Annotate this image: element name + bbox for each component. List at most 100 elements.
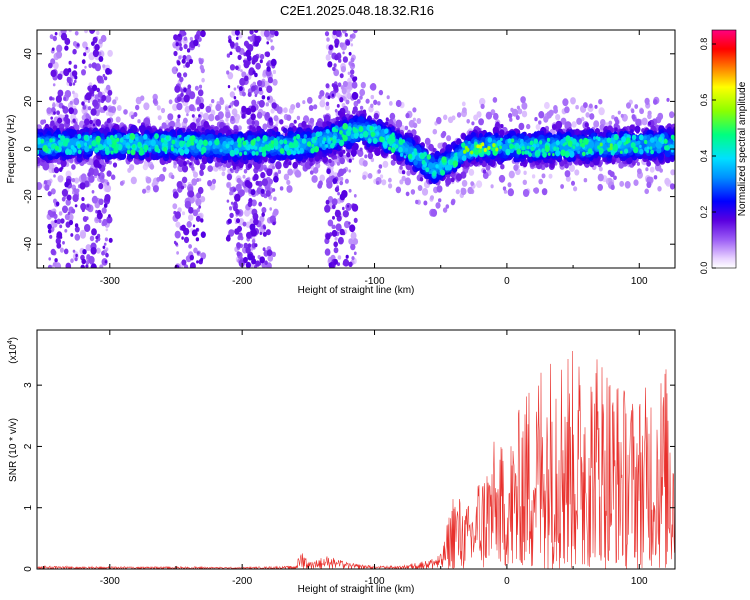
- heatmap-cell: [647, 121, 652, 126]
- heatmap-cell: [181, 236, 184, 240]
- heatmap-cell: [137, 119, 141, 124]
- heatmap-cell: [319, 90, 325, 97]
- heatmap-cell: [343, 154, 347, 159]
- heatmap-cell: [74, 257, 78, 262]
- heatmap-cell: [176, 118, 181, 123]
- heatmap-cell: [325, 104, 330, 111]
- heatmap-cell: [55, 201, 60, 207]
- heatmap-cell: [70, 233, 74, 237]
- heatmap-cell: [195, 200, 199, 204]
- heatmap-cell: [313, 104, 318, 110]
- heatmap-cell: [246, 55, 252, 62]
- heatmap-cell: [181, 211, 186, 216]
- heatmap-cell: [378, 164, 383, 169]
- heatmap-cell: [58, 211, 63, 216]
- heatmap-cell: [466, 119, 471, 124]
- heatmap-cell: [646, 181, 652, 188]
- heatmap-cell: [181, 259, 187, 266]
- heatmap-cell: [255, 180, 260, 186]
- heatmap-cell: [353, 251, 357, 256]
- heatmap-cell: [533, 187, 540, 194]
- heatmap-cell: [96, 30, 100, 36]
- heatmap-cell: [95, 247, 101, 254]
- heatmap-cell: [535, 124, 541, 130]
- heatmap-cell: [91, 62, 97, 69]
- heatmap-cell: [188, 190, 195, 198]
- heatmap-cell: [234, 193, 241, 202]
- heatmap-cell: [188, 214, 194, 222]
- heatmap-cell: [327, 61, 333, 68]
- heatmap-cell: [522, 189, 530, 197]
- heatmap-cell: [82, 216, 88, 222]
- heatmap-cell: [44, 184, 50, 191]
- heatmap-cell: [205, 105, 212, 113]
- heatmap-cell: [75, 253, 78, 258]
- heatmap-cell: [475, 157, 480, 163]
- heatmap-cell: [404, 125, 409, 131]
- heatmap-cell: [333, 63, 337, 68]
- heatmap-cell: [74, 177, 80, 184]
- heatmap-cell: [490, 184, 494, 189]
- heatmap-cell: [346, 151, 351, 158]
- heatmap-cell: [70, 258, 74, 264]
- heatmap-cell: [389, 112, 396, 120]
- heatmap-cell: [47, 223, 52, 230]
- heatmap-cell: [436, 116, 442, 125]
- heatmap-cell: [225, 111, 231, 119]
- heatmap-cell: [342, 210, 349, 218]
- heatmap-cell: [430, 195, 434, 201]
- heatmap-cell: [412, 117, 416, 122]
- heatmap-cell: [349, 224, 356, 233]
- heatmap-cell: [495, 121, 500, 127]
- heatmap-cell: [221, 171, 226, 177]
- heatmap-cell: [254, 243, 258, 248]
- heatmap-cell: [95, 239, 98, 243]
- heatmap-cell: [244, 179, 251, 188]
- heatmap-cell: [645, 167, 649, 172]
- heatmap-cell: [339, 42, 344, 48]
- heatmap-cell: [66, 76, 72, 84]
- heatmap-cell: [277, 169, 282, 174]
- heatmap-cell: [103, 105, 108, 111]
- heatmap-cell: [568, 164, 576, 173]
- heatmap-cell: [200, 164, 205, 171]
- heatmap-cell: [348, 238, 354, 245]
- heatmap-cell: [188, 206, 194, 214]
- heatmap-cell: [664, 177, 671, 185]
- heatmap-cell: [173, 34, 178, 41]
- heatmap-cell: [102, 64, 106, 68]
- heatmap-cell: [97, 173, 101, 177]
- heatmap-cell: [571, 121, 577, 128]
- heatmap-cell: [196, 118, 200, 123]
- heatmap-cell: [339, 97, 344, 103]
- heatmap-cell: [130, 176, 137, 185]
- heatmap-cell: [324, 31, 330, 37]
- heatmap-cell: [350, 231, 357, 240]
- heatmap-cell: [142, 188, 147, 194]
- heatmap-cell: [42, 119, 47, 124]
- heatmap-cell: [202, 112, 210, 121]
- heatmap-cell: [227, 218, 232, 224]
- heatmap-cell: [61, 188, 68, 197]
- heatmap-cell: [251, 85, 256, 92]
- heatmap-cell: [49, 234, 53, 239]
- heatmap-cell: [233, 188, 237, 192]
- heatmap-cell: [229, 91, 235, 98]
- heatmap-cell: [50, 248, 56, 256]
- heatmap-cell: [337, 110, 342, 116]
- heatmap-cell: [183, 64, 186, 69]
- heatmap-cell: [441, 130, 447, 137]
- heatmap-cell: [609, 171, 615, 178]
- heatmap-cell: [541, 173, 546, 179]
- heatmap-cell: [86, 204, 90, 208]
- heatmap-cell: [264, 167, 267, 171]
- heatmap-cell: [598, 166, 603, 172]
- heatmap-cell: [583, 178, 588, 183]
- heatmap-cell: [146, 153, 150, 158]
- heatmap-cell: [283, 107, 288, 114]
- heatmap-cell: [229, 168, 233, 172]
- heatmap-cell: [266, 264, 271, 268]
- heatmap-cell: [611, 115, 615, 120]
- heatmap-cell: [98, 198, 104, 206]
